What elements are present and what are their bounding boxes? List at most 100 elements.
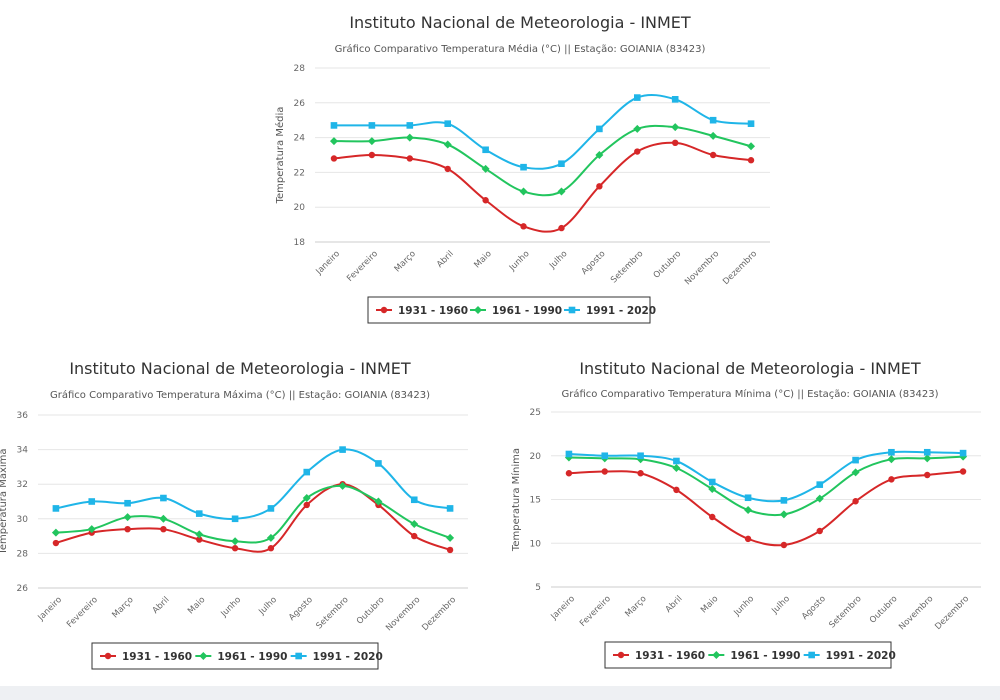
y-tick-label: 32: [17, 480, 28, 490]
data-point: [406, 155, 413, 162]
x-tick-label: Abril: [151, 595, 172, 616]
data-point: [852, 456, 859, 464]
legend-item[interactable]: 1991 - 2020: [290, 651, 383, 663]
data-point: [446, 505, 454, 512]
x-tick-label: Setembro: [314, 595, 350, 631]
y-axis-title: Temperatura Média: [274, 107, 286, 205]
x-tick-label: Agosto: [287, 595, 315, 623]
data-point: [338, 481, 347, 490]
x-tick-label: Julho: [257, 595, 280, 618]
legend-label: 1991 - 2020: [313, 651, 383, 663]
y-tick-label: 28: [294, 64, 306, 74]
legend-marker: [380, 306, 388, 314]
data-point: [329, 137, 338, 146]
data-point: [52, 505, 60, 512]
legend-label: 1991 - 2020: [826, 650, 896, 662]
legend-marker: [712, 651, 721, 659]
x-tick-label: Outubro: [868, 594, 900, 626]
legend: 1931 - 1960 1961 - 1990 1991 - 2020: [604, 641, 896, 669]
data-point: [851, 468, 860, 477]
chart-subtitle: Gráfico Comparativo Temperatura Média (°…: [335, 43, 706, 55]
y-tick-label: 20: [294, 203, 306, 213]
data-point: [302, 494, 311, 503]
data-point: [481, 164, 490, 173]
data-point: [520, 163, 527, 171]
footer-bar: [0, 686, 1000, 700]
data-point: [637, 470, 644, 477]
series-line-1961-1990: [568, 455, 964, 517]
legend-marker: [568, 306, 576, 314]
data-point: [303, 468, 311, 476]
data-point: [159, 514, 168, 523]
legend-box: [604, 641, 892, 669]
y-tick-label: 10: [530, 539, 542, 549]
legend-marker: [617, 651, 625, 659]
data-point: [708, 478, 716, 486]
data-point: [816, 481, 824, 488]
data-point: [482, 197, 489, 204]
data-point: [601, 468, 608, 475]
data-point: [671, 96, 679, 103]
data-point: [780, 541, 788, 549]
x-tick-label: Março: [110, 595, 135, 620]
x-tick-label: Junho: [507, 249, 532, 274]
data-point: [744, 494, 752, 502]
x-tick-label: Novembro: [897, 594, 935, 632]
data-point: [330, 155, 338, 162]
legend-item[interactable]: 1961 - 1990: [195, 651, 287, 663]
data-point: [443, 140, 452, 149]
legend-label: 1961 - 1990: [217, 651, 287, 663]
data-point: [124, 499, 131, 507]
data-point: [671, 123, 680, 132]
data-point: [405, 133, 414, 142]
x-tick-label: Agosto: [800, 594, 828, 622]
x-tick-label: Junho: [732, 594, 757, 619]
data-point: [708, 485, 717, 493]
data-point: [558, 224, 565, 232]
chart-title: Instituto Nacional de Meteorologia - INM…: [579, 359, 921, 378]
y-tick-label: 34: [17, 446, 29, 456]
data-point: [519, 187, 528, 196]
data-point: [160, 525, 167, 533]
y-tick-label: 20: [530, 452, 542, 462]
legend-item[interactable]: 1931 - 1960: [376, 305, 468, 317]
data-point: [637, 452, 644, 460]
data-point: [87, 525, 96, 534]
data-point: [51, 528, 60, 537]
legend-item[interactable]: 1961 - 1990: [470, 305, 562, 317]
x-tick-label: Março: [623, 594, 648, 619]
legend-item[interactable]: 1931 - 1960: [100, 651, 192, 663]
max-temperature-chart: Instituto Nacional de Meteorologia - INM…: [0, 359, 468, 670]
legend-label: 1961 - 1990: [492, 305, 562, 317]
data-point: [601, 452, 609, 460]
chart-title: Instituto Nacional de Meteorologia - INM…: [69, 359, 411, 378]
data-point: [410, 519, 419, 528]
legend-item[interactable]: 1991 - 2020: [803, 650, 896, 662]
data-point: [195, 510, 203, 517]
data-point: [596, 183, 603, 190]
legend-item[interactable]: 1961 - 1990: [708, 650, 800, 662]
mean-temperature-chart: Instituto Nacional de Meteorologia - INM…: [274, 13, 770, 324]
data-point: [780, 497, 788, 504]
x-tick-label: Maio: [186, 595, 207, 616]
legend-marker: [808, 651, 815, 659]
series-line-1931-1960: [333, 141, 752, 233]
legend-label: 1961 - 1990: [730, 650, 800, 662]
y-tick-label: 24: [294, 134, 306, 144]
data-point: [411, 532, 418, 540]
data-point: [747, 142, 756, 151]
data-point: [709, 116, 717, 124]
legend-item[interactable]: 1991 - 2020: [564, 305, 656, 317]
legend-marker: [104, 652, 112, 660]
x-tick-label: Janeiro: [314, 249, 342, 277]
x-tick-label: Novembro: [683, 249, 721, 287]
data-point: [672, 464, 681, 472]
data-point: [565, 450, 573, 458]
y-axis-title: Temperatura Mínima: [510, 448, 522, 552]
data-point: [406, 122, 414, 129]
legend: 1931 - 1960 1961 - 1990 1991 - 2020: [91, 642, 383, 670]
x-tick-label: Março: [393, 249, 418, 274]
data-point: [520, 223, 527, 230]
legend-item[interactable]: 1931 - 1960: [613, 650, 705, 662]
data-point: [959, 468, 967, 475]
